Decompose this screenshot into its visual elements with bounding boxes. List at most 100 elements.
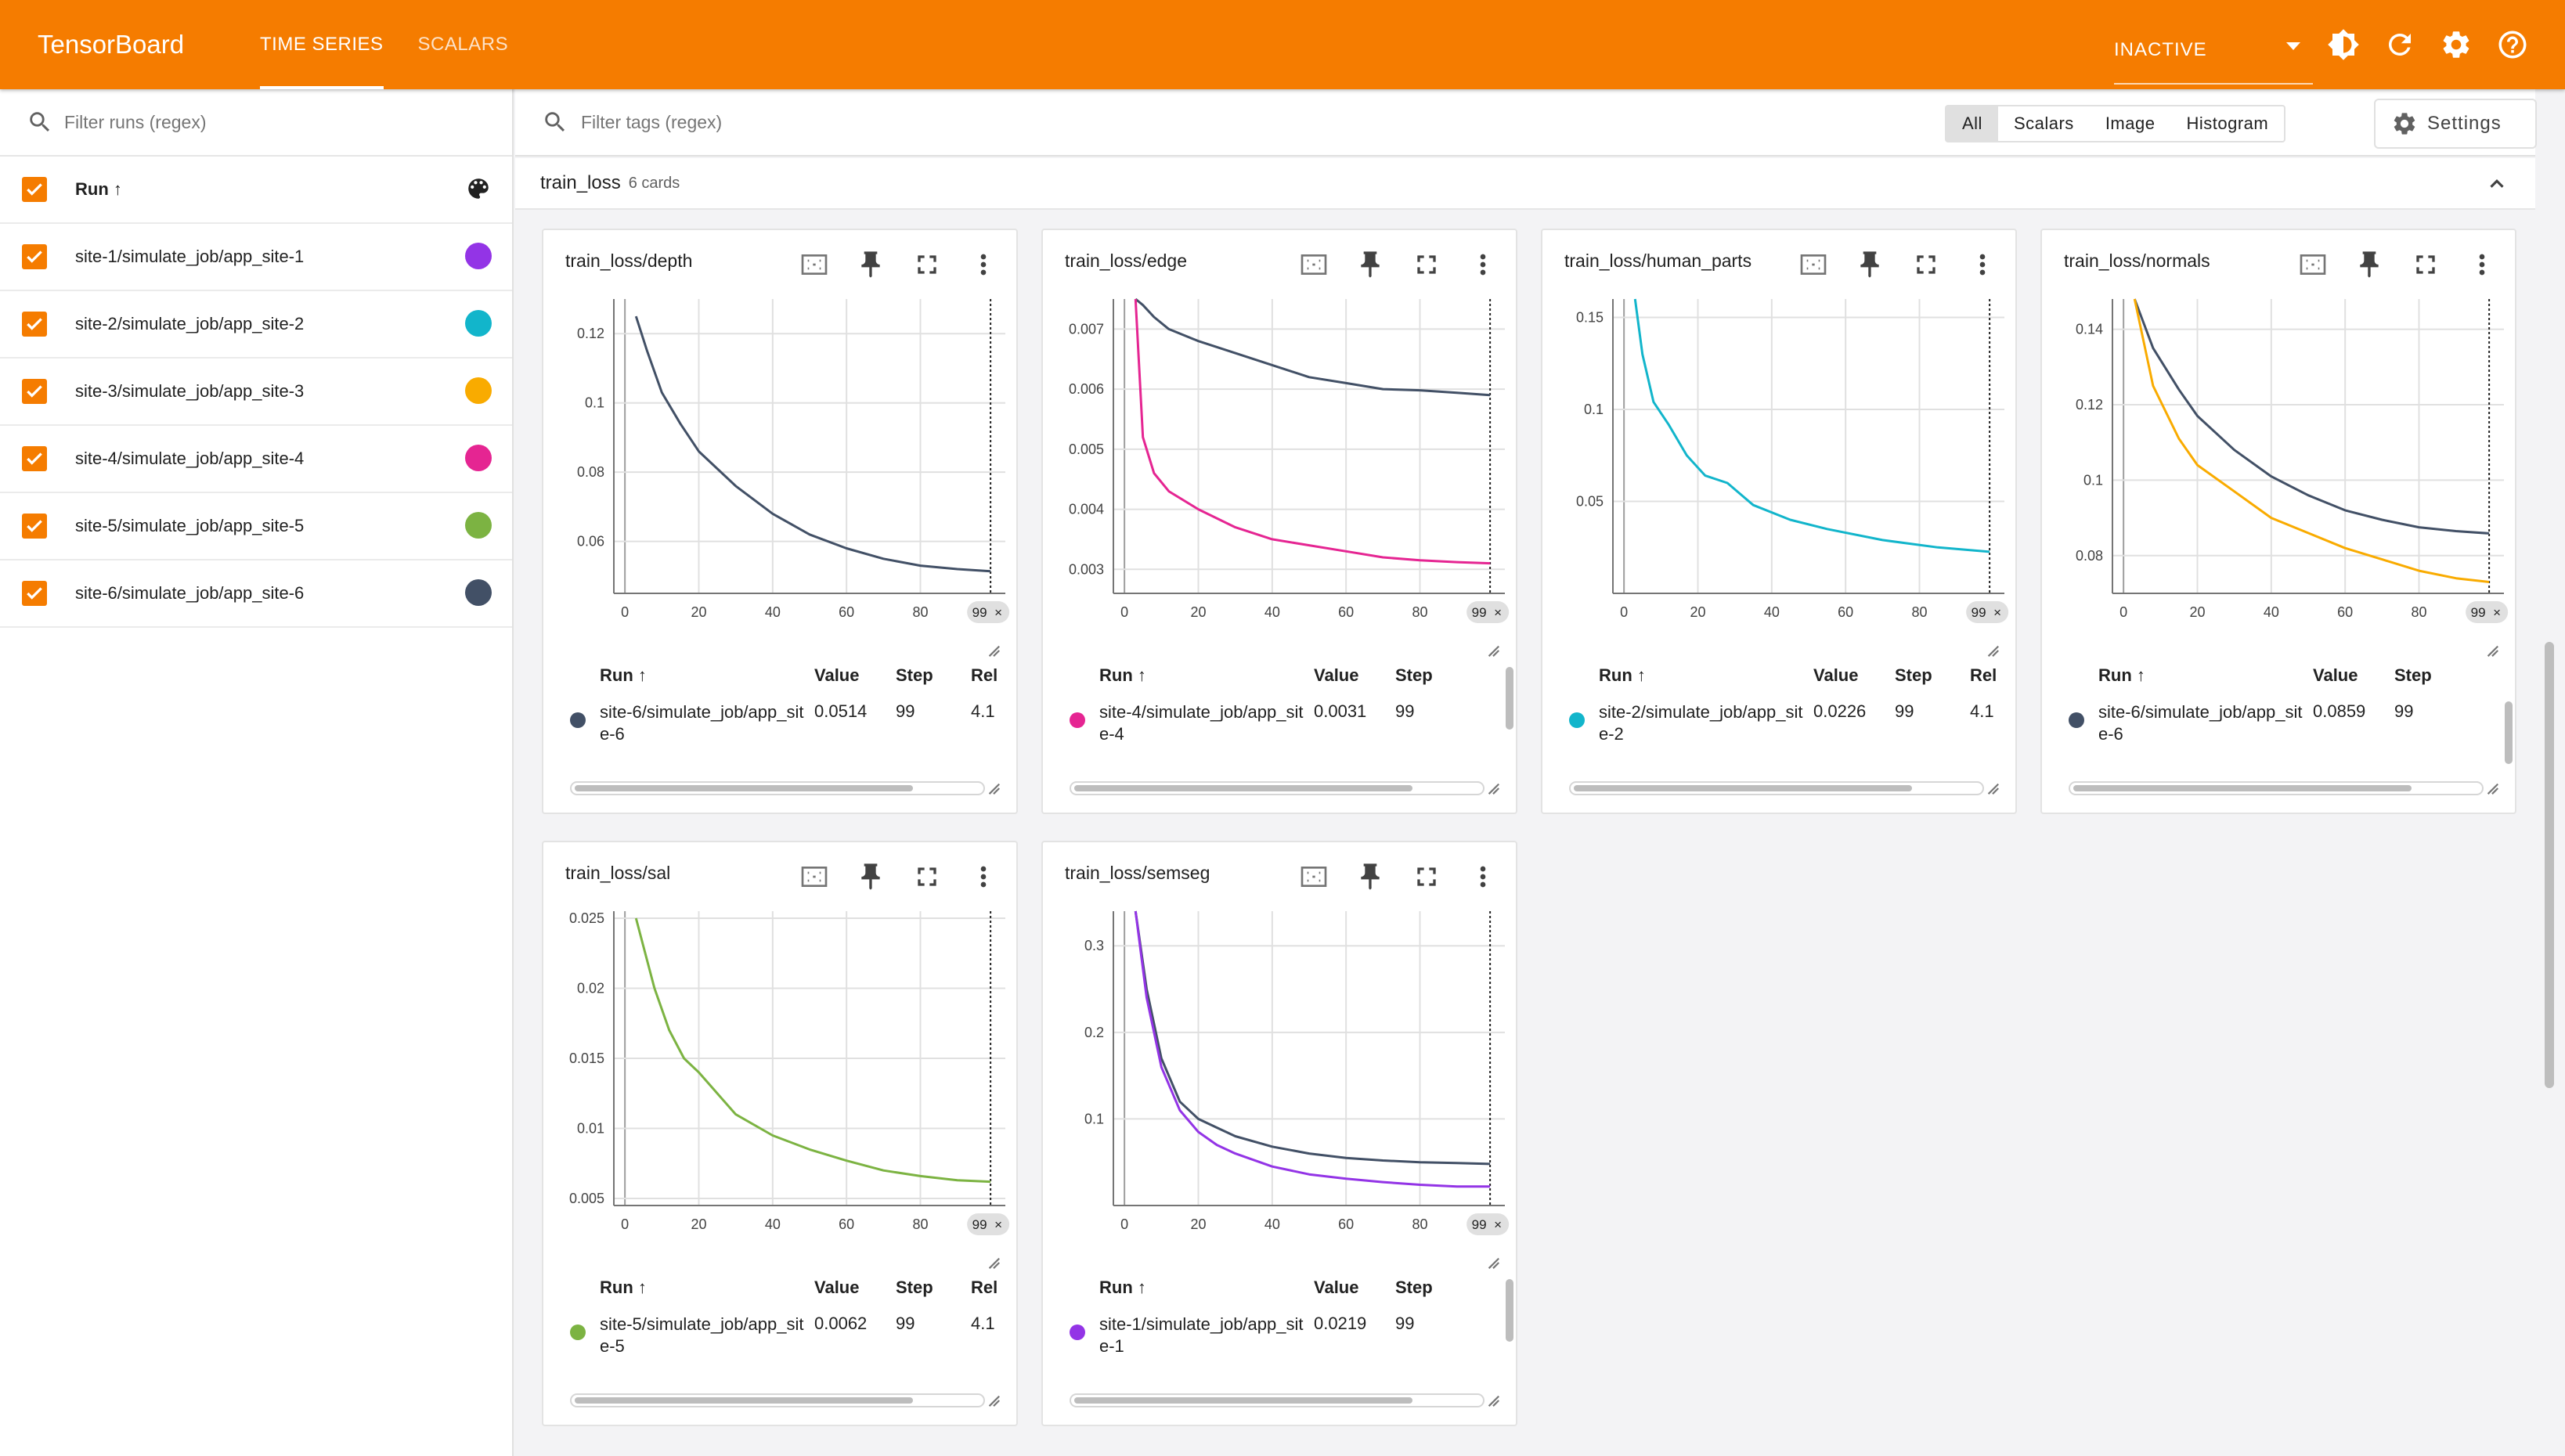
select-all-checkbox[interactable] xyxy=(22,177,47,202)
palette-icon[interactable] xyxy=(465,175,492,202)
fullscreen-icon[interactable] xyxy=(911,249,943,280)
table-header-run[interactable]: Run ↑ xyxy=(600,665,647,685)
scrollbar-thumb[interactable] xyxy=(1074,785,1412,791)
scrollbar-thumb[interactable] xyxy=(1506,1279,1513,1342)
run-checkbox[interactable] xyxy=(22,581,47,606)
more-vert-icon[interactable] xyxy=(1467,249,1499,280)
scrollbar-thumb[interactable] xyxy=(1506,667,1513,730)
run-color-swatch[interactable] xyxy=(465,579,492,606)
run-color-swatch[interactable] xyxy=(465,445,492,471)
close-icon[interactable]: × xyxy=(994,1217,1002,1232)
run-column-header[interactable]: Run ↑ xyxy=(75,179,122,199)
run-row[interactable]: site-4/simulate_job/app_site-4 xyxy=(0,426,512,493)
step-marker-chip[interactable]: 99 × xyxy=(1966,601,2009,623)
table-vertical-scrollbar[interactable] xyxy=(1503,662,1516,777)
fullscreen-icon[interactable] xyxy=(1910,249,1942,280)
pin-icon[interactable] xyxy=(855,861,886,892)
run-color-swatch[interactable] xyxy=(465,243,492,269)
more-vert-icon[interactable] xyxy=(968,861,999,892)
run-color-swatch[interactable] xyxy=(465,377,492,404)
scrollbar-thumb[interactable] xyxy=(1074,1397,1412,1404)
run-color-swatch[interactable] xyxy=(465,310,492,337)
run-row[interactable]: site-2/simulate_job/app_site-2 xyxy=(0,291,512,359)
resize-handle-icon[interactable] xyxy=(987,1393,1001,1407)
table-header-run[interactable]: Run ↑ xyxy=(1099,665,1146,685)
line-chart[interactable]: 0 20 40 60 80 0.007 0.006 0.005 0.004 0.003 99 × xyxy=(1043,285,1517,661)
resize-handle-icon[interactable] xyxy=(1986,781,2000,795)
table-header-run[interactable]: Run ↑ xyxy=(2098,665,2145,685)
run-row[interactable]: site-6/simulate_job/app_site-6 xyxy=(0,560,512,628)
chevron-up-icon[interactable] xyxy=(2485,172,2509,196)
step-marker-chip[interactable]: 99 × xyxy=(2466,601,2509,623)
pin-icon[interactable] xyxy=(1355,861,1386,892)
scrollbar-thumb[interactable] xyxy=(575,1397,913,1404)
resize-handle-icon[interactable] xyxy=(2485,643,2499,658)
scrollbar-thumb[interactable] xyxy=(2073,785,2412,791)
type-scalars-button[interactable]: Scalars xyxy=(2013,114,2074,133)
main-scrollbar[interactable] xyxy=(2545,642,2554,1088)
run-checkbox[interactable] xyxy=(22,446,47,471)
line-chart[interactable]: 0 20 40 60 80 0.025 0.02 0.015 0.01 0.005 99 × xyxy=(543,897,1018,1273)
fit-domain-icon[interactable] xyxy=(799,249,830,280)
step-marker-chip[interactable]: 99 × xyxy=(1466,1213,1510,1235)
pin-icon[interactable] xyxy=(855,249,886,280)
table-header-run[interactable]: Run ↑ xyxy=(600,1278,647,1297)
close-icon[interactable]: × xyxy=(994,605,1002,620)
more-vert-icon[interactable] xyxy=(2466,249,2498,280)
close-icon[interactable]: × xyxy=(1993,605,2001,620)
more-vert-icon[interactable] xyxy=(968,249,999,280)
step-marker-chip[interactable]: 99 × xyxy=(967,1213,1010,1235)
tab-time-series[interactable]: TIME SERIES xyxy=(243,0,401,89)
scrollbar-thumb[interactable] xyxy=(1574,785,1912,791)
tag-filter-input[interactable]: Filter tags (regex) xyxy=(581,111,723,132)
help-icon[interactable] xyxy=(2496,28,2529,61)
settings-gear-icon[interactable] xyxy=(2440,28,2473,61)
runs-filter-input[interactable]: Filter runs (regex) xyxy=(0,89,512,157)
run-color-swatch[interactable] xyxy=(465,512,492,539)
table-horizontal-scrollbar[interactable] xyxy=(1070,1393,1485,1407)
line-chart[interactable]: 0 20 40 60 80 0.12 0.1 0.08 0.06 99 × xyxy=(543,285,1018,661)
more-vert-icon[interactable] xyxy=(1467,861,1499,892)
table-header-run[interactable]: Run ↑ xyxy=(1599,665,1646,685)
table-vertical-scrollbar[interactable] xyxy=(1503,1274,1516,1389)
fullscreen-icon[interactable] xyxy=(1411,861,1442,892)
close-icon[interactable]: × xyxy=(2493,605,2501,620)
run-row[interactable]: site-3/simulate_job/app_site-3 xyxy=(0,359,512,426)
run-row[interactable]: site-5/simulate_job/app_site-5 xyxy=(0,493,512,560)
resize-handle-icon[interactable] xyxy=(987,781,1001,795)
close-icon[interactable]: × xyxy=(1494,605,1502,620)
scrollbar-thumb[interactable] xyxy=(2505,701,2513,764)
resize-handle-icon[interactable] xyxy=(1486,781,1500,795)
fit-domain-icon[interactable] xyxy=(799,861,830,892)
close-icon[interactable]: × xyxy=(1494,1217,1502,1232)
fullscreen-icon[interactable] xyxy=(911,861,943,892)
inactive-plugins-select[interactable]: INACTIVE xyxy=(2114,17,2313,85)
step-marker-chip[interactable]: 99 × xyxy=(967,601,1010,623)
fit-domain-icon[interactable] xyxy=(1798,249,1829,280)
pin-icon[interactable] xyxy=(1355,249,1386,280)
resize-handle-icon[interactable] xyxy=(1486,1256,1500,1270)
more-vert-icon[interactable] xyxy=(1967,249,1998,280)
fit-domain-icon[interactable] xyxy=(2297,249,2329,280)
pin-icon[interactable] xyxy=(2354,249,2385,280)
table-horizontal-scrollbar[interactable] xyxy=(570,1393,985,1407)
fit-domain-icon[interactable] xyxy=(1298,249,1329,280)
resize-handle-icon[interactable] xyxy=(1986,643,2000,658)
tab-scalars[interactable]: SCALARS xyxy=(417,34,509,55)
fit-domain-icon[interactable] xyxy=(1298,861,1329,892)
group-header-train-loss[interactable]: train_loss 6 cards xyxy=(515,158,2535,210)
refresh-icon[interactable] xyxy=(2383,28,2416,61)
line-chart[interactable]: 0 20 40 60 80 0.3 0.2 0.1 99 × xyxy=(1043,897,1517,1273)
resize-handle-icon[interactable] xyxy=(2485,781,2499,795)
table-horizontal-scrollbar[interactable] xyxy=(570,781,985,795)
fullscreen-icon[interactable] xyxy=(2410,249,2441,280)
resize-handle-icon[interactable] xyxy=(987,1256,1001,1270)
table-horizontal-scrollbar[interactable] xyxy=(1569,781,1984,795)
scrollbar-thumb[interactable] xyxy=(575,785,913,791)
resize-handle-icon[interactable] xyxy=(987,643,1001,658)
table-horizontal-scrollbar[interactable] xyxy=(1070,781,1485,795)
run-checkbox[interactable] xyxy=(22,312,47,337)
resize-handle-icon[interactable] xyxy=(1486,643,1500,658)
run-checkbox[interactable] xyxy=(22,514,47,539)
run-checkbox[interactable] xyxy=(22,379,47,404)
